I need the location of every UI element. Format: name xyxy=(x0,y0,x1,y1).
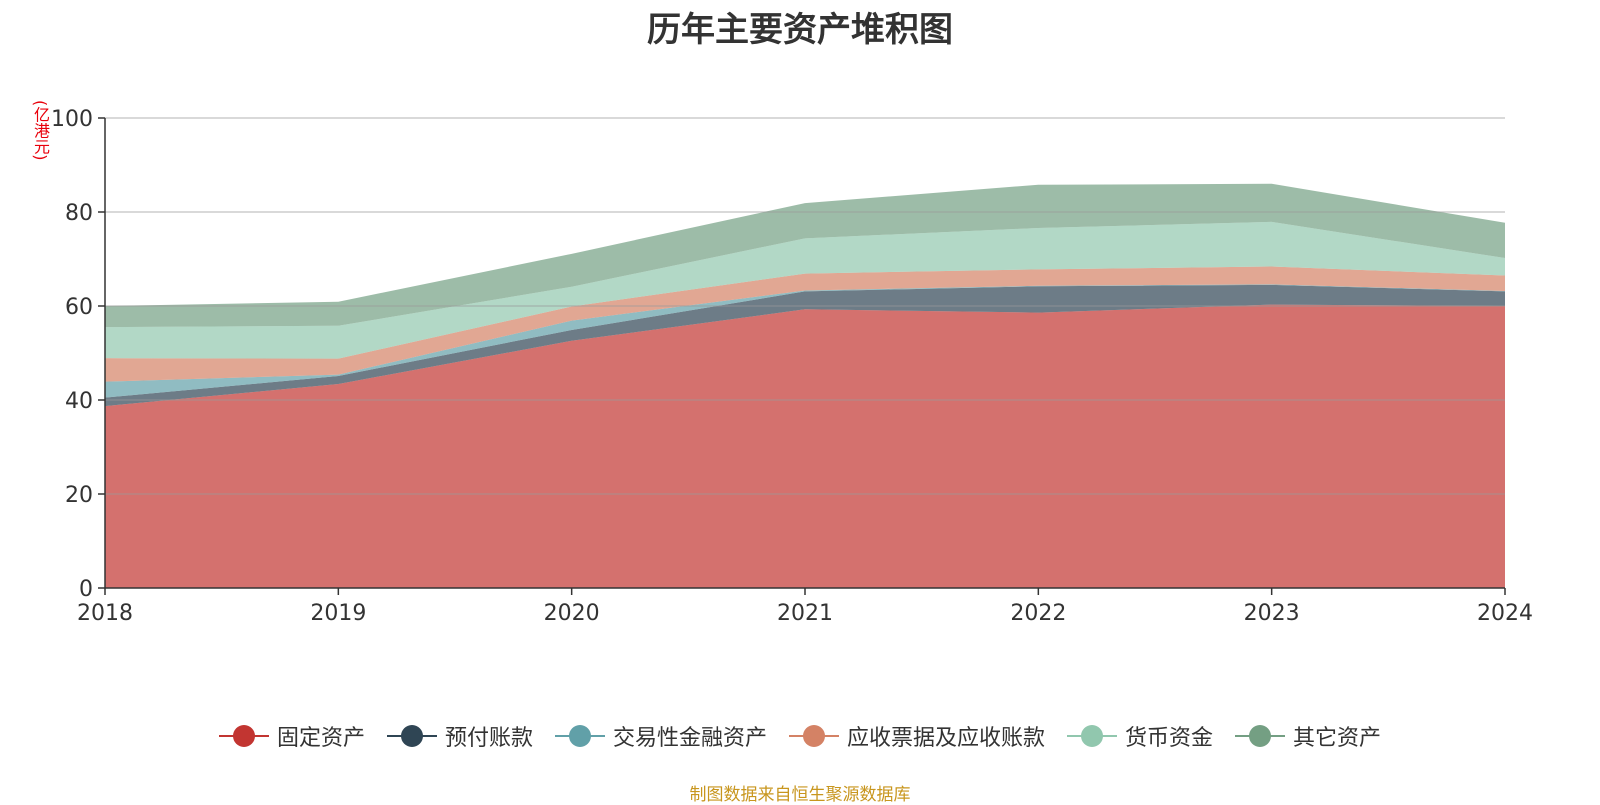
chart-title: 历年主要资产堆积图 xyxy=(647,10,953,50)
y-tick-label: 60 xyxy=(65,295,93,320)
x-tick-label: 2022 xyxy=(1010,601,1066,626)
y-tick-label: 100 xyxy=(51,107,93,132)
legend-item[interactable]: 预付账款 xyxy=(386,720,533,752)
x-tick-label: 2019 xyxy=(310,601,366,626)
legend-marker-icon xyxy=(554,725,605,747)
y-tick-label: 20 xyxy=(65,483,93,508)
area-series-4 xyxy=(105,266,1505,382)
x-tick-label: 2021 xyxy=(777,601,833,626)
grid-lines xyxy=(105,117,1505,495)
area-series-5 xyxy=(105,221,1505,359)
legend-item[interactable]: 货币资金 xyxy=(1067,720,1213,752)
axes: 0 20 40 60 80 100 2018 2019 2020 2021 2022 2023 2024 xyxy=(51,107,1533,626)
area-series-layer xyxy=(105,183,1505,588)
y-tick-label: 0 xyxy=(79,577,93,602)
x-tick-label: 2018 xyxy=(77,601,133,626)
legend-label: 货币资金 xyxy=(1125,726,1214,751)
y-tick-label: 80 xyxy=(65,201,93,226)
x-tick-label: 2024 xyxy=(1477,601,1533,626)
area-series-6 xyxy=(105,183,1505,328)
legend-label: 预付账款 xyxy=(444,726,533,751)
legend-label: 其它资产 xyxy=(1293,726,1382,751)
area-series-2 xyxy=(105,284,1505,407)
legend-item[interactable]: 交易性金融资产 xyxy=(554,720,767,752)
legend-marker-icon xyxy=(1235,725,1286,747)
legend-label: 应收票据及应收账款 xyxy=(847,726,1046,751)
y-tick-label: 40 xyxy=(65,389,93,414)
legend-item[interactable]: 固定资产 xyxy=(218,720,365,752)
area-series-1 xyxy=(105,304,1505,588)
legend-item[interactable]: 其它资产 xyxy=(1235,720,1381,752)
legend-marker-icon xyxy=(789,725,839,747)
legend-marker-icon xyxy=(218,725,269,747)
x-tick-label: 2023 xyxy=(1244,601,1300,626)
legend-label: 交易性金融资产 xyxy=(612,726,767,751)
legend-marker-icon xyxy=(386,725,437,747)
x-tick-label: 2020 xyxy=(544,601,600,626)
legend-item[interactable]: 应收票据及应收账款 xyxy=(789,720,1045,752)
chart-legend: 固定资产 预付账款 交易性金融资产 应收票据及应收账款 货币资金 其它资产 xyxy=(0,720,1600,752)
y-axis-unit-label: (亿港元) xyxy=(31,100,50,161)
legend-label: 固定资产 xyxy=(276,726,365,751)
data-source-note: 制图数据来自恒生聚源数据库 xyxy=(689,785,911,805)
legend-marker-icon xyxy=(1067,725,1118,747)
